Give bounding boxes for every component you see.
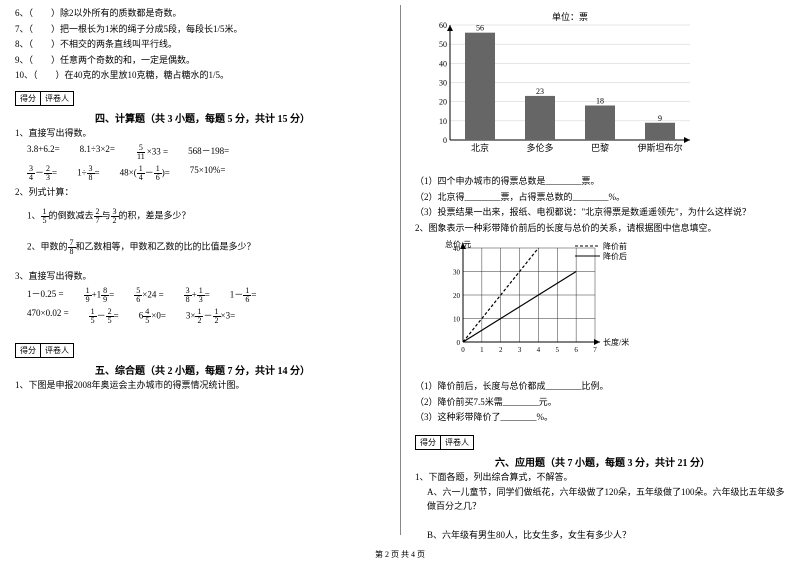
svg-text:50: 50 [439,40,447,49]
line-chart: 01234567010203040总价/元长度/米降价前降价后 [435,240,785,375]
svg-text:23: 23 [536,87,544,96]
tf-6: 6、（ ）除2以外所有的质数都是奇数。 [15,7,385,21]
svg-text:2: 2 [499,346,503,354]
q4-2b: 2、甲数的78和乙数相等，甲数和乙数的比的比值是多少？ [27,239,385,256]
tf-8: 8、（ ）不相交的两条直线叫平行线。 [15,38,385,52]
svg-text:北京: 北京 [471,142,489,153]
svg-text:0: 0 [461,346,465,354]
section-6-title: 六、应用题（共 7 小题，每题 3 分，共计 21 分） [495,454,785,469]
left-column: 6、（ ）除2以外所有的质数都是奇数。 7、（ ）把一根长为1米的绳子分成5段，… [0,0,400,540]
svg-text:10: 10 [453,316,461,324]
line-q3: （3）这种彩带降价了________%。 [415,411,785,425]
section-4-title: 四、计算题（共 3 小题，每题 5 分，共计 15 分） [95,110,385,125]
svg-text:长度/米: 长度/米 [603,337,629,347]
svg-text:60: 60 [439,21,447,30]
bar-chart: 单位：票 0 10 20 30 40 50 60 56 北京 23 多伦多 18 巴黎 9 伊斯坦布尔 [415,10,785,170]
section-6-head: 得分 评卷人 [415,435,785,450]
app-q1: 1、下面各题，列出综合算式，不解答。 [415,471,785,485]
svg-text:10: 10 [439,117,447,126]
svg-text:伊斯坦布尔: 伊斯坦布尔 [637,142,682,153]
svg-text:5: 5 [556,346,560,354]
svg-text:1: 1 [480,346,484,354]
line-q1: （1）降价前后，长度与总价都成________比例。 [415,380,785,394]
bar-q3: （3）投票结果一出来，报纸、电视都说："北京得票是数遥遥领先"，为什么这样说？ [415,206,785,220]
app-qb: B、六年级有男生80人，比女生多，女生有多少人？ [427,529,785,543]
tf-10: 10、（ ）在40克的水里放10克糖，糖占糖水的1/5。 [15,69,385,83]
svg-text:0: 0 [457,339,461,347]
svg-text:4: 4 [537,346,541,354]
bar-q1: （1）四个申办城市的得票总数是________票。 [415,175,785,189]
svg-text:56: 56 [476,24,484,33]
right-column: 单位：票010203040506056北京23多伦多18巴黎9伊斯坦布尔 （1）… [400,0,800,540]
q4-2a: 1、15的倒数减去27与32的积，差是多少？ [27,208,385,225]
q4-3: 3、直接写出得数。 [15,270,385,284]
svg-text:30: 30 [439,79,447,88]
q4-2: 2、列式计算： [15,186,385,200]
q5-1: 1、下图是申报2008年奥运会主办城市的得票情况统计图。 [15,379,385,393]
svg-text:9: 9 [658,114,662,123]
svg-text:多伦多: 多伦多 [526,142,553,153]
score-box: 得分 评卷人 [15,91,74,106]
section-4-head: 得分 评卷人 [15,91,385,106]
app-qa: A、六一儿童节，同学们做纸花，六年级做了120朵，五年级做了100朵。六年级比五… [427,486,785,513]
svg-text:总价/元: 总价/元 [445,240,471,249]
svg-text:7: 7 [593,346,597,354]
svg-text:降价前: 降价前 [603,241,627,251]
q2-line: 2、图象表示一种彩带降价前后的长度与总价的关系，请根据图中信息填空。 [415,222,785,236]
page-number: 第 2 页 共 4 页 [0,549,800,560]
svg-text:18: 18 [596,97,604,106]
svg-text:6: 6 [574,346,578,354]
svg-text:3: 3 [518,346,522,354]
tf-9: 9、（ ）任意两个奇数的和，一定是偶数。 [15,54,385,68]
q4-1: 1、直接写出得数。 [15,127,385,141]
calc-row-3: 1－0.25 = 19+189= 56×24 = 38+13= 1－16= [27,287,385,304]
line-q2: （2）降价前买7.5米需________元。 [415,396,785,410]
svg-text:40: 40 [439,59,447,68]
column-divider [400,5,401,535]
svg-text:20: 20 [439,98,447,107]
calc-row-4: 470×0.02 = 15－25= 645×0= 3×12－12×3= [27,308,385,325]
bar-q2: （2）北京得________票，占得票总数的________%。 [415,191,785,205]
score-box: 得分 评卷人 [415,435,474,450]
svg-text:20: 20 [453,292,461,300]
svg-text:0: 0 [443,136,447,145]
tf-7: 7、（ ）把一根长为1米的绳子分成5段，每段长1/5米。 [15,23,385,37]
svg-text:单位：票: 单位：票 [552,11,588,22]
svg-text:30: 30 [453,269,461,277]
svg-text:降价后: 降价后 [603,251,627,261]
section-5-head: 得分 评卷人 [15,343,385,358]
calc-row-2: 34－23= 1÷38= 48×(14－16)= 75×10%= [27,165,385,182]
score-box: 得分 评卷人 [15,343,74,358]
calc-row-1: 3.8+6.2= 8.1÷3×2= 511×33 = 568－198= [27,144,385,161]
section-5-title: 五、综合题（共 2 小题，每题 7 分，共计 14 分） [95,362,385,377]
svg-text:巴黎: 巴黎 [591,142,609,153]
